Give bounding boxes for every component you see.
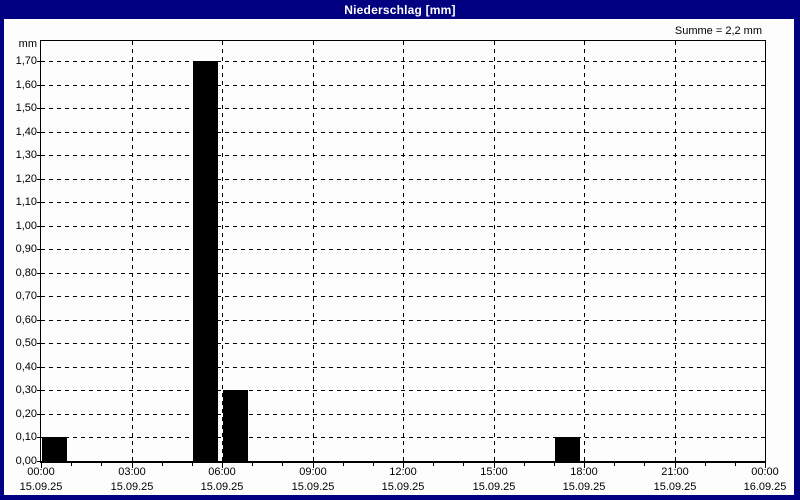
x-axis-date-label: 15.09.25 (291, 481, 335, 493)
x-axis-minor-tick (463, 463, 464, 466)
x-axis-major-tick (132, 463, 133, 468)
y-axis-label: 0,00 (15, 455, 37, 467)
x-axis-minor-tick (101, 463, 102, 466)
y-axis-tick (37, 367, 41, 368)
y-axis-label: 0,20 (15, 408, 37, 420)
sum-label: Summe = 2,2 mm (674, 25, 762, 37)
x-axis-minor-tick (343, 463, 344, 466)
x-axis-major-tick (765, 463, 766, 468)
y-axis-tick (37, 226, 41, 227)
y-axis-tick (37, 414, 41, 415)
x-axis-minor-tick (524, 463, 525, 466)
x-axis-time-label: 12:00 (389, 466, 417, 478)
y-axis-tick (37, 296, 41, 297)
x-axis-major-tick (675, 463, 676, 468)
x-axis-time-label: 03:00 (118, 466, 146, 478)
x-axis-minor-tick (252, 463, 253, 466)
y-axis-tick (37, 390, 41, 391)
y-axis-tick (37, 437, 41, 438)
y-axis-label: 0,90 (15, 243, 37, 255)
y-axis-label: 0,80 (15, 267, 37, 279)
v-gridline (313, 41, 314, 461)
y-axis-unit-label: mm (18, 38, 37, 50)
y-axis-tick (37, 320, 41, 321)
y-axis-label: 0,50 (15, 337, 37, 349)
x-axis-time-label: 00:00 (751, 466, 779, 478)
x-axis-minor-tick (282, 463, 283, 466)
x-axis-minor-tick (71, 463, 72, 466)
x-axis-date-label: 15.09.25 (19, 481, 63, 493)
x-axis-minor-tick (162, 463, 163, 466)
y-axis-tick (37, 108, 41, 109)
y-axis-label: 1,70 (15, 55, 37, 67)
v-gridline (222, 41, 223, 461)
v-gridline (403, 41, 404, 461)
y-axis-tick (37, 155, 41, 156)
v-gridline (675, 41, 676, 461)
bar (193, 61, 218, 461)
y-axis-label: 1,30 (15, 149, 37, 161)
x-axis-major-tick (313, 463, 314, 468)
x-axis-time-label: 00:00 (27, 466, 55, 478)
y-axis-label: 1,00 (15, 220, 37, 232)
y-axis-label: 0,70 (15, 290, 37, 302)
x-axis-minor-tick (192, 463, 193, 466)
bar (223, 390, 248, 461)
v-gridline (494, 41, 495, 461)
y-axis-label: 1,10 (15, 196, 37, 208)
x-axis-time-label: 21:00 (661, 466, 689, 478)
y-axis-label: 0,10 (15, 431, 37, 443)
x-axis-date-label: 15.09.25 (472, 481, 516, 493)
x-axis-date-label: 15.09.25 (200, 481, 244, 493)
x-axis-minor-tick (373, 463, 374, 466)
y-axis-label: 1,60 (15, 79, 37, 91)
y-axis-tick (37, 132, 41, 133)
x-axis-major-tick (584, 463, 585, 468)
plot-area (40, 40, 766, 463)
v-gridline (132, 41, 133, 461)
x-axis-major-tick (403, 463, 404, 468)
x-axis-date-label: 15.09.25 (381, 481, 425, 493)
y-axis-label: 1,50 (15, 102, 37, 114)
x-axis-date-label: 15.09.25 (653, 481, 697, 493)
x-axis-major-tick (222, 463, 223, 468)
x-axis-date-label: 15.09.25 (110, 481, 154, 493)
x-axis-date-label: 16.09.25 (743, 481, 787, 493)
y-axis-label: 0,40 (15, 361, 37, 373)
window-title-bar[interactable]: Niederschlag [mm] (0, 0, 800, 19)
y-axis-tick (37, 273, 41, 274)
x-axis-minor-tick (705, 463, 706, 466)
y-axis-label: 1,40 (15, 126, 37, 138)
y-axis-tick (37, 343, 41, 344)
x-axis-minor-tick (554, 463, 555, 466)
y-axis-label: 0,30 (15, 384, 37, 396)
y-axis-tick (37, 61, 41, 62)
x-axis-minor-tick (644, 463, 645, 466)
x-axis-time-label: 09:00 (299, 466, 327, 478)
y-axis-tick (37, 85, 41, 86)
x-axis-time-label: 18:00 (570, 466, 598, 478)
x-axis-minor-tick (735, 463, 736, 466)
y-axis-tick (37, 202, 41, 203)
x-axis-time-label: 15:00 (480, 466, 508, 478)
y-axis-label: 0,60 (15, 314, 37, 326)
x-axis-major-tick (41, 463, 42, 468)
bar (555, 437, 580, 461)
y-axis-label: 1,20 (15, 173, 37, 185)
x-axis-time-label: 06:00 (208, 466, 236, 478)
bar (42, 437, 67, 461)
y-axis-tick (37, 461, 41, 462)
y-axis-tick (37, 179, 41, 180)
x-axis-major-tick (494, 463, 495, 468)
x-axis-minor-tick (433, 463, 434, 466)
window-title: Niederschlag [mm] (344, 2, 456, 17)
chart-canvas: Summe = 2,2 mm mm 0,00 0,10 0,20 0,30 0,40 0,… (4, 19, 794, 495)
x-axis-date-label: 15.09.25 (562, 481, 606, 493)
v-gridline (584, 41, 585, 461)
y-axis-tick (37, 249, 41, 250)
x-axis-minor-tick (614, 463, 615, 466)
